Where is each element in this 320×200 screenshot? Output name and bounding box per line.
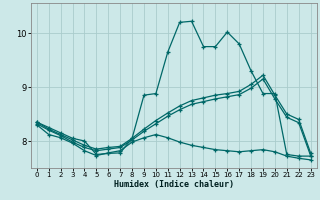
X-axis label: Humidex (Indice chaleur): Humidex (Indice chaleur) [114,180,234,189]
